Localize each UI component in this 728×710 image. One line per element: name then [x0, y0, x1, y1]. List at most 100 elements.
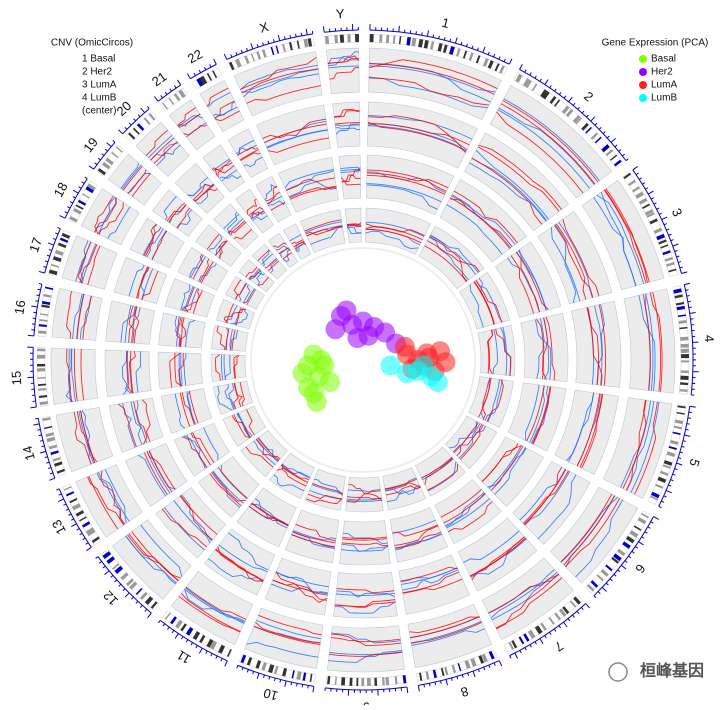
axis-tick — [199, 70, 200, 73]
axis-tick — [680, 452, 683, 453]
axis-tick — [418, 685, 419, 691]
axis-tick — [194, 73, 196, 76]
axis-tick — [554, 629, 556, 631]
axis-tick — [247, 48, 248, 51]
axis-tick — [99, 561, 101, 563]
axis-tick — [85, 177, 88, 179]
axis-tick — [274, 678, 275, 681]
axis-tick — [46, 462, 49, 463]
axis-tick — [582, 111, 584, 113]
axis-tick — [163, 624, 165, 626]
axis-tick — [48, 468, 51, 469]
track-background — [109, 398, 163, 453]
axis-tick — [450, 39, 451, 42]
axis-tick — [615, 145, 617, 147]
axis-tick — [131, 597, 133, 599]
axis-tick — [598, 592, 600, 594]
axis-tick — [662, 217, 667, 220]
axis-tick — [468, 673, 469, 676]
axis-tick — [488, 52, 489, 55]
axis-tick — [550, 85, 552, 87]
axis-tick — [53, 238, 56, 239]
axis-tick — [187, 74, 190, 79]
legend-item: LumA — [651, 80, 677, 91]
pca-point — [320, 372, 340, 392]
track-background — [326, 48, 359, 94]
axis-tick — [654, 203, 657, 204]
axis-tick — [73, 190, 78, 193]
chromosome-label: X — [258, 19, 271, 36]
axis-tick — [31, 306, 37, 307]
axis-tick — [675, 251, 678, 252]
axis-tick — [499, 57, 500, 60]
axis-tick — [125, 593, 129, 597]
axis-tick — [83, 538, 86, 540]
axis-tick — [573, 615, 575, 617]
cytoband — [367, 678, 371, 686]
axis-tick — [214, 59, 217, 64]
pca-point — [397, 363, 417, 383]
axis-tick — [86, 543, 88, 545]
chromosome-label: 6 — [632, 561, 648, 576]
axis-tick — [581, 607, 583, 609]
axis-tick — [639, 178, 642, 180]
legend-item: 3 LumA — [82, 80, 117, 91]
legend-item: Basal — [651, 54, 676, 65]
axis-tick — [545, 80, 548, 85]
axis-tick — [50, 473, 53, 474]
axis-tick — [651, 198, 654, 199]
axis-tick — [167, 627, 169, 629]
cytoband — [379, 34, 382, 42]
legend-swatch — [639, 94, 647, 102]
cytoband — [37, 348, 45, 351]
pca-point — [311, 350, 331, 370]
axis-tick — [102, 154, 104, 156]
axis-tick — [33, 424, 39, 425]
axis-tick — [211, 654, 212, 657]
cytoband — [385, 677, 389, 685]
axis-tick — [224, 54, 226, 59]
cytoband — [370, 34, 374, 42]
axis-tick — [82, 182, 85, 184]
legend-item: 2 Her2 — [82, 67, 112, 78]
axis-tick — [559, 92, 561, 94]
chromosome-label: 13 — [49, 517, 69, 537]
axis-tick — [568, 619, 570, 621]
axis-tick — [690, 312, 696, 313]
axis-tick — [433, 35, 434, 38]
axis-tick — [618, 570, 620, 572]
axis-tick — [684, 283, 690, 284]
chromosome-label: 5 — [686, 457, 702, 468]
axis-tick — [71, 519, 74, 520]
axis-tick — [489, 665, 490, 668]
axis-tick — [622, 154, 624, 156]
legend-title: CNV (OmicCircos) — [51, 38, 133, 49]
axis-tick — [673, 474, 676, 475]
legend-swatch — [639, 68, 647, 76]
axis-tick — [602, 587, 606, 591]
axis-tick — [586, 604, 590, 608]
axis-tick — [671, 240, 674, 241]
axis-tick — [569, 97, 573, 102]
axis-tick — [675, 469, 678, 470]
cytoband — [361, 678, 364, 686]
axis-tick — [687, 295, 690, 296]
axis-tick — [290, 35, 291, 38]
axis-tick — [113, 140, 115, 142]
axis-tick — [199, 648, 202, 653]
axis-tick — [48, 243, 54, 245]
axis-tick — [473, 671, 475, 677]
axis-tick — [196, 645, 198, 648]
axis-tick — [680, 267, 683, 268]
axis-tick — [253, 671, 254, 674]
axis-tick — [136, 601, 138, 603]
axis-tick — [610, 579, 612, 581]
axis-tick — [439, 36, 440, 39]
cytoband — [37, 355, 45, 359]
chromosome-label: 17 — [26, 236, 45, 255]
axis-tick — [170, 89, 172, 91]
axis-tick — [626, 159, 628, 161]
axis-tick — [56, 489, 59, 490]
axis-tick — [147, 106, 149, 108]
